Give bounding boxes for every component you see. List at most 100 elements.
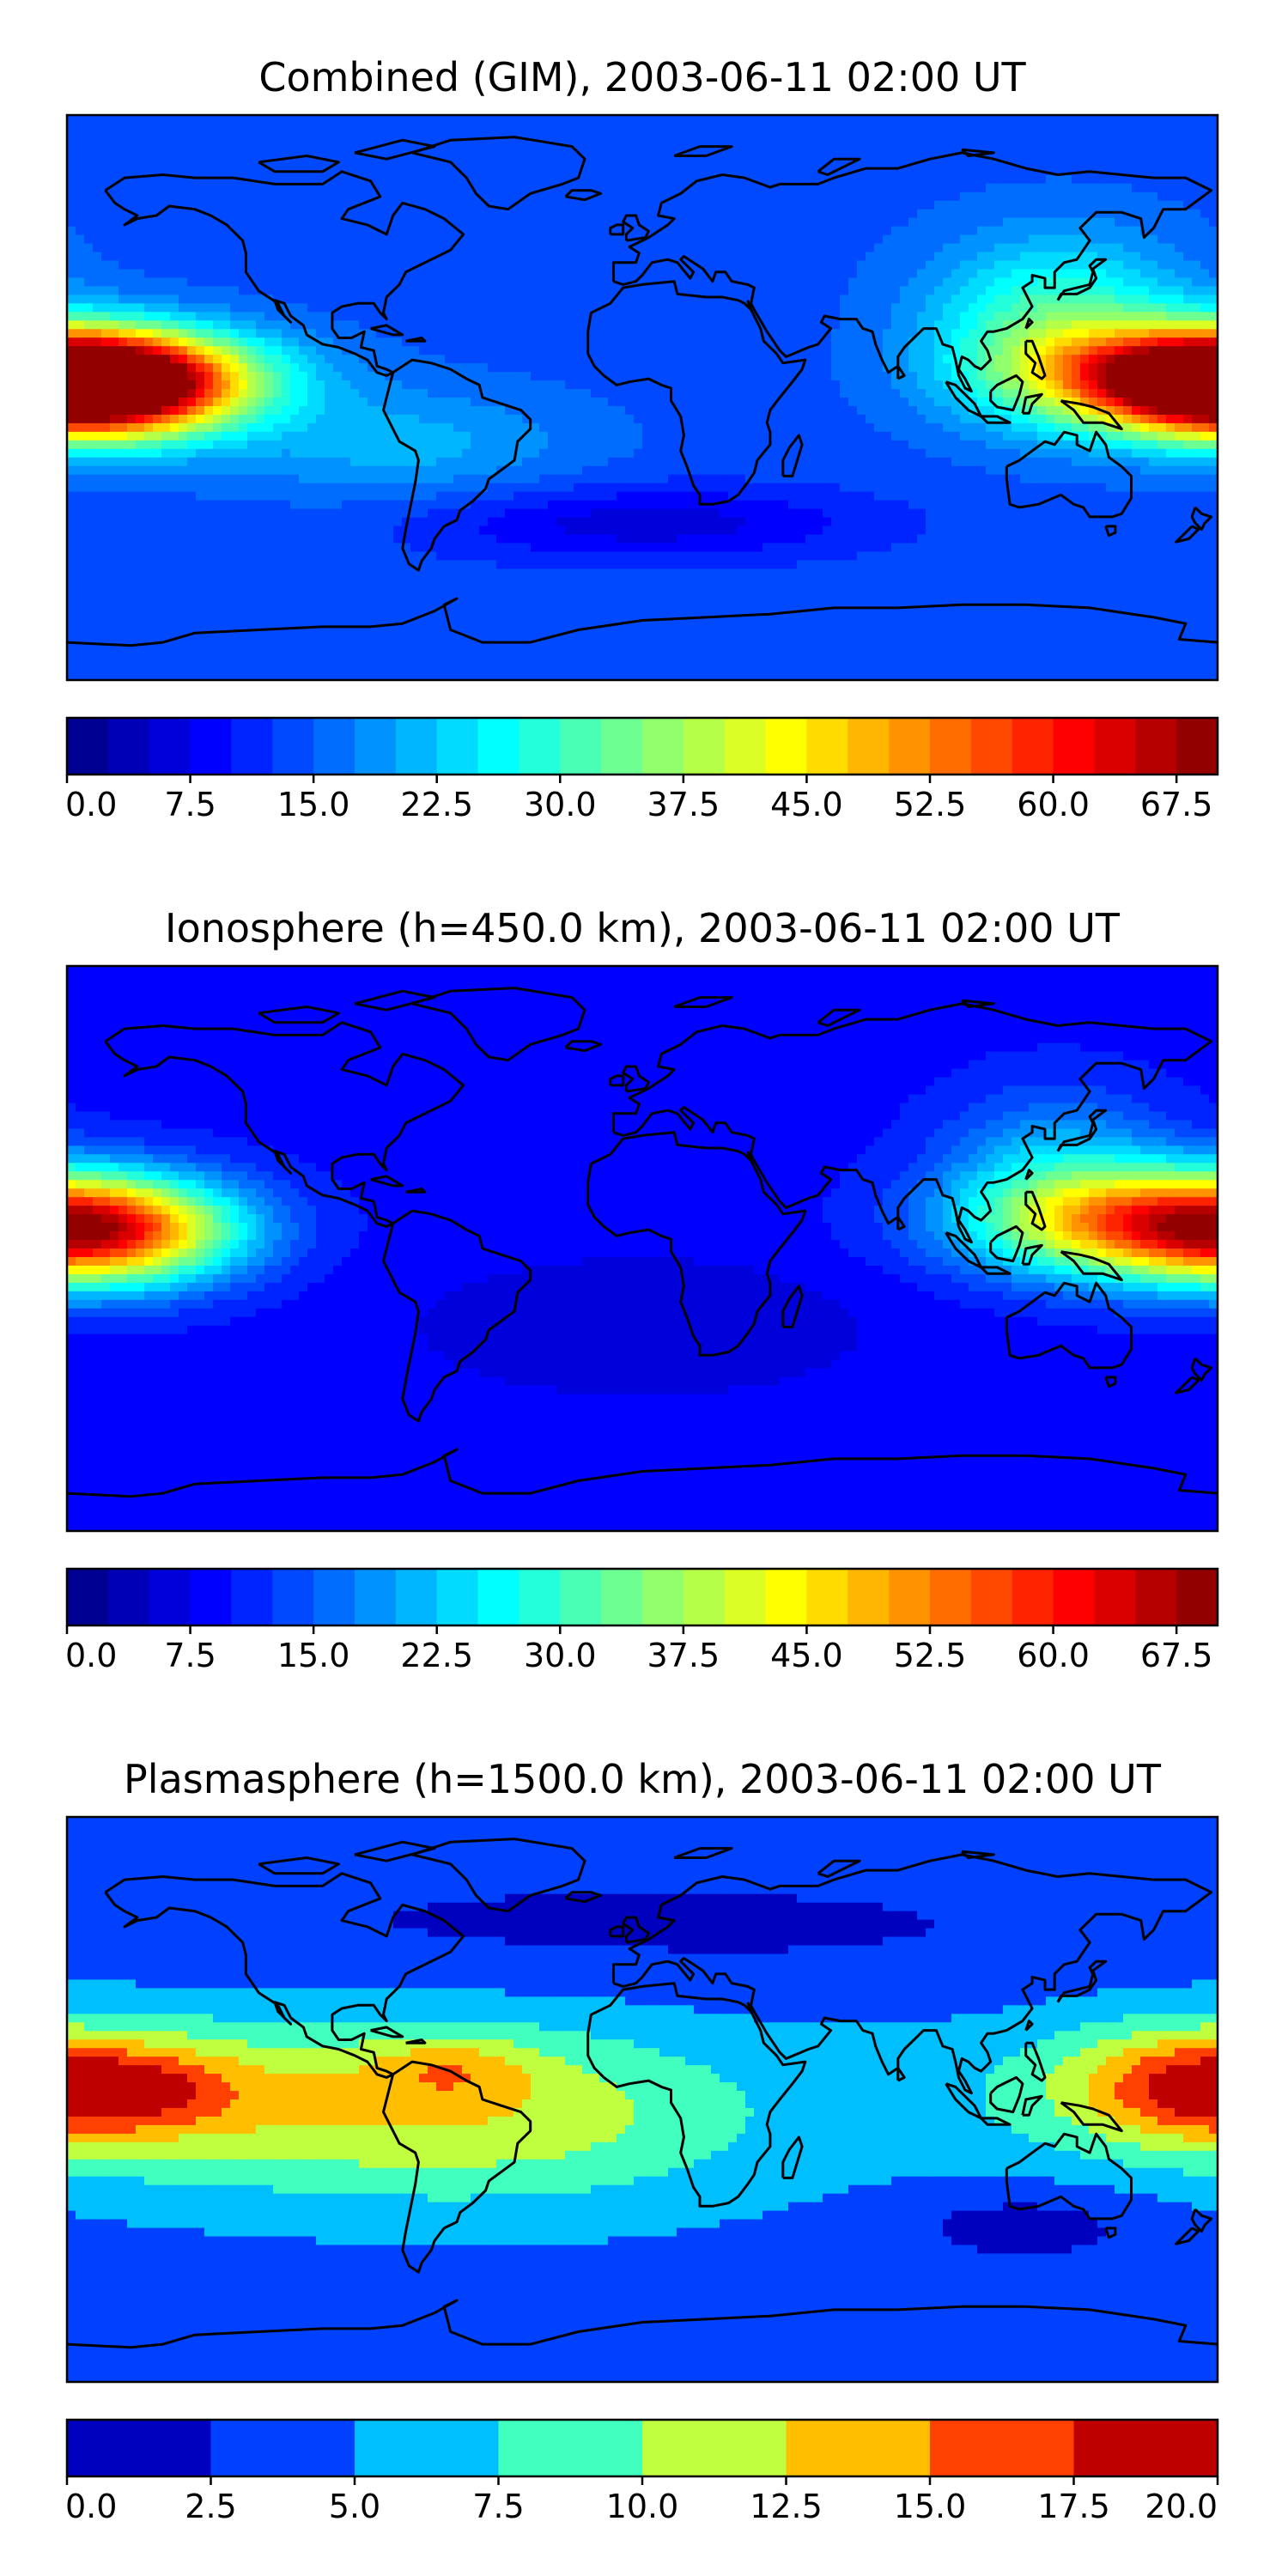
field-cell [1089, 295, 1098, 304]
field-cell [282, 209, 291, 219]
field-cell [642, 149, 652, 159]
field-cell [548, 131, 557, 142]
field-cell [307, 252, 317, 262]
field-cell [264, 380, 274, 390]
field-cell [196, 380, 205, 390]
field-cell [144, 363, 154, 373]
field-cell [213, 389, 222, 398]
field-cell [745, 320, 755, 330]
field-cell [1029, 286, 1038, 295]
field-cell [574, 286, 583, 295]
field-cell [342, 303, 351, 313]
field-cell [222, 243, 231, 253]
field-cell [1132, 414, 1141, 424]
field-cell [934, 312, 944, 321]
field-cell [256, 200, 265, 210]
field-cell [204, 226, 214, 236]
field-cell [1037, 372, 1047, 381]
field-cell [247, 157, 257, 167]
field-cell [445, 174, 454, 185]
field-cell [1097, 398, 1107, 407]
field-cell [677, 337, 686, 347]
field-cell [1097, 329, 1107, 338]
field-cell [299, 337, 308, 347]
field-cell [273, 234, 283, 245]
field-cell [780, 320, 789, 330]
field-cell [1106, 226, 1115, 236]
field-cell [273, 320, 283, 330]
field-cell [496, 123, 506, 133]
field-cell [788, 389, 798, 398]
field-cell [428, 346, 437, 355]
field-cell [1072, 363, 1081, 373]
field-cell [694, 131, 703, 142]
field-cell [359, 380, 368, 390]
field-cell [1149, 295, 1158, 304]
field-cell [496, 295, 506, 304]
field-cell [677, 115, 686, 125]
field-cell [874, 234, 884, 245]
field-cell [264, 303, 274, 313]
field-cell [797, 183, 806, 193]
field-cell [1166, 337, 1176, 347]
field-cell [222, 286, 231, 295]
field-cell [659, 191, 669, 202]
field-cell [222, 422, 231, 433]
field-cell [282, 277, 291, 287]
field-cell [969, 226, 978, 236]
field-cell [797, 131, 806, 142]
field-cell [496, 355, 506, 364]
field-cell [453, 422, 463, 433]
field-cell [1140, 363, 1150, 373]
field-cell [290, 209, 300, 219]
field-cell [247, 372, 257, 381]
field-cell [1157, 123, 1167, 133]
field-cell [1123, 191, 1133, 202]
field-cell [76, 200, 85, 210]
field-cell [969, 337, 978, 347]
field-cell [625, 303, 635, 313]
field-cell [908, 405, 918, 416]
field-cell [471, 123, 480, 133]
field-cell [350, 329, 360, 338]
field-cell [1020, 131, 1030, 142]
field-cell [702, 337, 712, 347]
field-cell [93, 363, 102, 373]
field-cell [1149, 405, 1158, 416]
field-cell [531, 131, 540, 142]
field-cell [1089, 149, 1098, 159]
field-cell [1157, 260, 1167, 270]
field-cell [668, 363, 677, 373]
field-cell [187, 234, 197, 245]
field-cell [951, 260, 961, 270]
field-cell [488, 329, 497, 338]
field-cell [1149, 363, 1158, 373]
field-cell [857, 243, 866, 253]
field-cell [574, 422, 583, 433]
field-cell [505, 277, 514, 287]
field-cell [1192, 303, 1201, 313]
field-cell [436, 149, 446, 159]
field-cell [943, 303, 952, 313]
field-cell [1123, 140, 1133, 150]
field-cell [513, 346, 523, 355]
field-cell [256, 140, 265, 150]
field-cell [608, 166, 617, 176]
field-cell [728, 372, 738, 381]
field-cell [1072, 355, 1081, 364]
field-cell [462, 140, 471, 150]
field-cell [625, 166, 635, 176]
field-cell [471, 243, 480, 253]
field-cell [1175, 252, 1184, 262]
field-cell [136, 226, 145, 236]
field-cell [883, 200, 892, 210]
field-cell [1106, 140, 1115, 150]
field-cell [737, 346, 746, 355]
field-cell [685, 295, 695, 304]
field-cell [230, 422, 240, 433]
field-cell [831, 286, 841, 295]
field-cell [677, 389, 686, 398]
field-cell [762, 303, 772, 313]
field-cell [762, 346, 772, 355]
field-cell [127, 200, 137, 210]
